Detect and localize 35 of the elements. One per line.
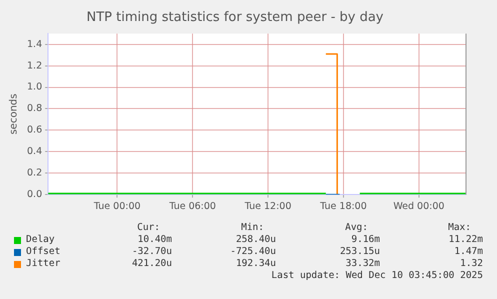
y-tick-label: 0.8 (27, 103, 42, 114)
y-tick-label: 0.6 (27, 124, 42, 136)
legend-label: Offset (26, 246, 60, 257)
y-axis-title: seconds (8, 94, 20, 135)
y-tick-label: 1.0 (27, 82, 42, 93)
y-tick-label: 1.2 (27, 60, 42, 72)
x-tick-label: Wed 00:00 (393, 200, 444, 212)
x-tick-label: Tue 00:00 (92, 200, 141, 212)
text: 1.47m (454, 246, 483, 257)
text: 421.20u (132, 258, 172, 269)
text: Cur: (137, 222, 160, 233)
text: 10.40m (138, 234, 172, 245)
text: Last update: Wed Dec 10 03:45:00 2025 (271, 270, 483, 281)
legend-label: Delay (26, 234, 55, 245)
chart-title: NTP timing statistics for system peer - by day (86, 10, 384, 26)
text: -32.70u (132, 246, 172, 257)
y-tick-label: 0.4 (27, 146, 42, 158)
text: 258.40u (236, 234, 276, 245)
text: Max: (448, 222, 471, 233)
x-tick-label: Tue 06:00 (168, 200, 216, 212)
text: 192.34u (236, 258, 276, 269)
y-tick-label: 0.0 (27, 189, 42, 200)
text: 9.16m (351, 234, 380, 245)
x-tick-label: Tue 18:00 (319, 200, 367, 212)
legend-label: Jitter (26, 258, 60, 269)
text: 1.32 (460, 258, 483, 269)
text: 11.22m (448, 234, 483, 245)
text: 253.15u (340, 246, 380, 257)
y-tick-label: 1.4 (27, 38, 42, 50)
y-tick-label: 0.2 (27, 168, 42, 179)
x-tick-label: Tue 12:00 (244, 200, 292, 212)
text: 33.32m (346, 258, 380, 269)
text: Min: (241, 222, 264, 233)
text: Avg: (345, 222, 368, 233)
text: -725.40u (230, 246, 276, 257)
